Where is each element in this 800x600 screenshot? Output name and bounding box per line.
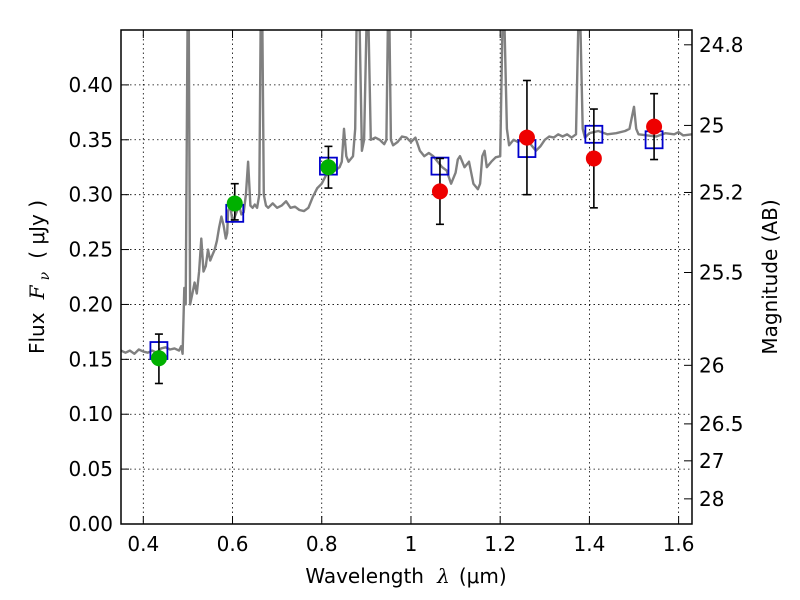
y-axis-label-symbol: F — [25, 284, 49, 300]
observed-photometry-point — [150, 350, 167, 367]
sed-model-line — [121, 30, 692, 355]
observed-photometry-point — [431, 183, 448, 200]
y-axis-label: Flux F ν ( μJy ) — [25, 200, 53, 354]
y2-tick-label: 26 — [699, 353, 724, 377]
y-axis-label-prefix: Flux — [25, 312, 49, 354]
y-tick-label: 0.15 — [68, 347, 113, 371]
y-tick-label: 0.25 — [68, 238, 113, 262]
y-axis-label-sub: ν — [37, 271, 53, 280]
y-tick-label: 0.35 — [68, 128, 113, 152]
plot-area — [121, 30, 692, 385]
x-axis-label-prefix: Wavelength — [305, 564, 424, 588]
ticks: 0.4 0.6 0.8 1 1.2 1.4 1.6 0.00 0.05 0.10 0.15 0.20 0… — [68, 30, 744, 556]
observed-photometry-point — [320, 159, 337, 176]
x-tick-label: 1 — [405, 532, 418, 556]
y2-tick-label: 28 — [699, 487, 724, 511]
x-tick-label: 1.2 — [484, 532, 516, 556]
x-axis-label: Wavelength λ (μm) — [305, 564, 506, 588]
x-axis-label-symbol: λ — [436, 564, 450, 588]
y-tick-label: 0.30 — [68, 183, 113, 207]
x-tick-label: 0.8 — [306, 532, 338, 556]
y2-tick-label: 25 — [699, 113, 724, 137]
y2-tick-label: 26.5 — [699, 412, 744, 436]
x-tick-label: 1.6 — [663, 532, 695, 556]
y-tick-label: 0.05 — [68, 457, 113, 481]
y2-axis-label: Magnitude (AB) — [758, 199, 782, 354]
y-tick-label: 0.40 — [68, 73, 113, 97]
y-tick-label: 0.10 — [68, 402, 113, 426]
observed-photometry-point — [585, 150, 602, 167]
y2-tick-label: 24.8 — [699, 33, 744, 57]
y-tick-label: 0.20 — [68, 292, 113, 316]
x-tick-label: 1.4 — [573, 532, 605, 556]
y2-tick-label: 27 — [699, 449, 724, 473]
observed-photometry-point — [646, 118, 663, 135]
grid — [121, 30, 692, 525]
x-tick-label: 0.6 — [217, 532, 249, 556]
plot-frame — [120, 29, 693, 525]
x-tick-label: 0.4 — [127, 532, 159, 556]
y-tick-label: 0.00 — [68, 512, 113, 536]
y-axis-label-units: ( μJy ) — [25, 200, 49, 259]
y2-tick-label: 25.5 — [699, 261, 744, 285]
observed-photometry-point — [226, 195, 243, 212]
observed-photometry-point — [518, 129, 535, 146]
x-axis-label-suffix: (μm) — [459, 564, 507, 588]
y2-tick-label: 25.2 — [699, 180, 744, 204]
